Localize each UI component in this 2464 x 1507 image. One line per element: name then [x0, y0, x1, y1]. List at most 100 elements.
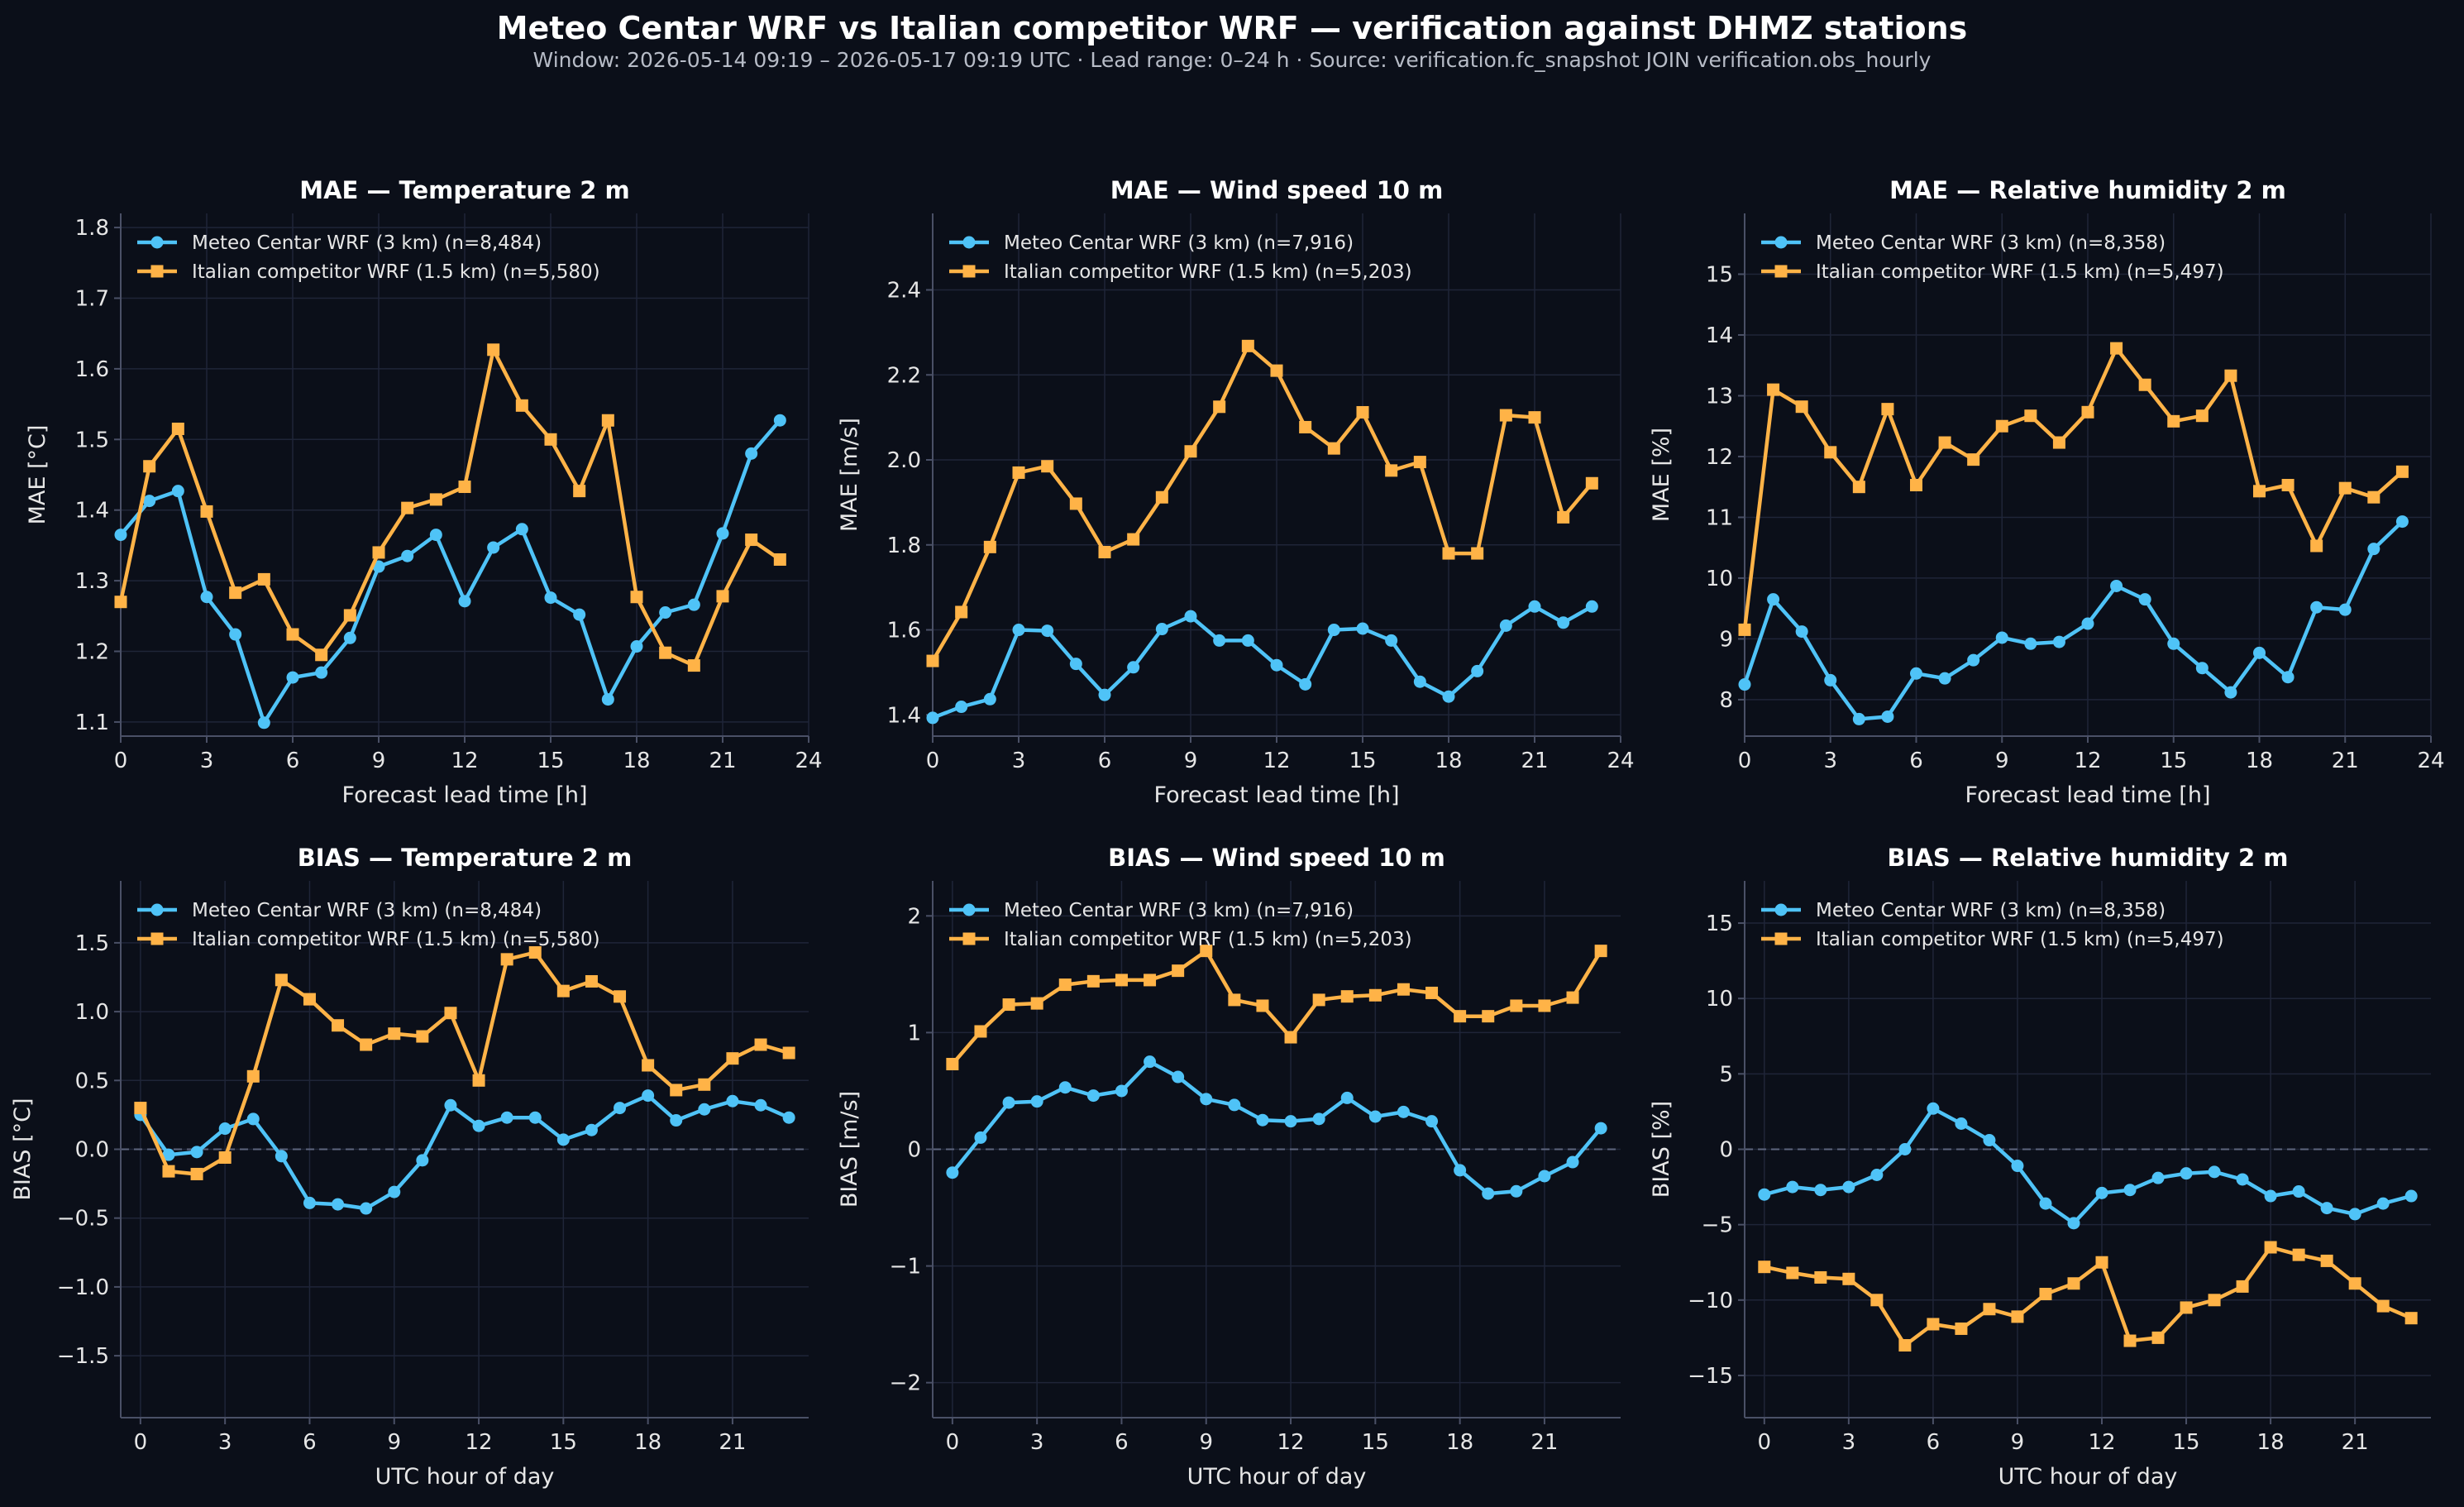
legend: Meteo Centar WRF (3 km) (n=7,916) Italian… — [949, 232, 1412, 283]
data-point — [773, 414, 786, 427]
data-point — [974, 1131, 987, 1144]
data-point — [218, 1122, 232, 1136]
data-point — [1910, 667, 1922, 680]
x-tick-label: 3 — [1823, 749, 1837, 773]
x-tick-label: 15 — [2173, 1430, 2200, 1455]
data-point — [190, 1146, 203, 1159]
data-point — [2224, 686, 2237, 699]
data-point — [614, 990, 627, 1003]
x-tick-label: 21 — [719, 1430, 746, 1455]
data-point — [659, 646, 672, 659]
x-tick-label: 0 — [946, 1430, 960, 1455]
data-point — [1284, 1115, 1297, 1128]
data-point — [332, 1019, 345, 1032]
series-line — [1764, 1245, 2413, 1347]
data-point — [1413, 675, 1426, 688]
x-tick-label: 3 — [1012, 749, 1026, 773]
data-point — [218, 1151, 232, 1164]
data-point — [114, 596, 127, 609]
data-point — [1528, 600, 1541, 613]
data-point — [1510, 1184, 1523, 1198]
data-point — [2208, 1294, 2221, 1307]
data-point — [275, 1150, 288, 1163]
data-point — [642, 1059, 655, 1072]
x-tick-label: 3 — [218, 1430, 232, 1455]
data-point — [1098, 688, 1111, 701]
data-point — [1538, 1170, 1551, 1183]
data-point — [162, 1148, 175, 1161]
data-point — [1213, 400, 1226, 414]
y-tick-label: −1 — [890, 1255, 921, 1280]
data-point — [1938, 436, 1951, 449]
data-point — [2110, 579, 2123, 592]
data-point — [2395, 465, 2409, 478]
data-point — [642, 1089, 655, 1103]
y-tick-label: −1.5 — [57, 1344, 109, 1369]
data-point — [687, 598, 700, 611]
legend: Meteo Centar WRF (3 km) (n=8,358) Italian… — [1761, 900, 2224, 950]
legend-marker — [150, 236, 164, 249]
data-point — [416, 1154, 429, 1167]
data-point — [528, 1111, 542, 1124]
legend: Meteo Centar WRF (3 km) (n=8,484) Italian… — [137, 232, 600, 283]
data-point — [2338, 481, 2352, 495]
data-point — [1557, 616, 1570, 629]
data-point — [698, 1103, 711, 1116]
data-point — [2081, 405, 2094, 419]
data-point — [2024, 409, 2037, 423]
data-point — [1824, 673, 1837, 687]
y-tick-label: 11 — [1706, 505, 1733, 530]
data-point — [2310, 539, 2323, 553]
data-point — [1397, 983, 1410, 996]
data-point — [315, 666, 328, 679]
x-tick-label: 12 — [2088, 1430, 2115, 1455]
data-point — [332, 1198, 345, 1211]
legend-label: Italian competitor WRF (1.5 km) (n=5,497… — [1816, 929, 2224, 950]
data-point — [472, 1119, 485, 1132]
legend-marker — [1774, 903, 1788, 916]
series-line — [118, 347, 781, 667]
series-line — [932, 605, 1593, 720]
data-point — [2224, 369, 2237, 382]
y-tick-label: 1.8 — [75, 216, 109, 241]
x-tick-label: 15 — [1349, 749, 1376, 773]
data-point — [286, 628, 299, 641]
data-point — [782, 1046, 795, 1060]
data-point — [2081, 617, 2094, 630]
data-point — [487, 541, 500, 554]
y-tick-label: −15 — [1688, 1364, 1733, 1389]
data-point — [1270, 364, 1283, 377]
data-point — [1058, 978, 1072, 992]
legend-marker — [150, 265, 164, 278]
data-point — [515, 399, 528, 412]
data-point — [1098, 546, 1111, 559]
data-point — [1983, 1134, 1996, 1147]
data-point — [926, 711, 939, 725]
data-point — [1927, 1318, 1940, 1331]
data-point — [1814, 1270, 1827, 1284]
data-point — [955, 605, 968, 619]
data-point — [444, 1098, 457, 1112]
x-tick-label: 18 — [623, 749, 650, 773]
data-point — [388, 1027, 401, 1041]
panel-title: BIAS — Wind speed 10 m — [1108, 844, 1445, 872]
data-point — [1852, 712, 1865, 725]
data-point — [171, 422, 184, 435]
y-tick-label: 1.7 — [75, 286, 109, 311]
y-tick-label: 0.0 — [75, 1138, 109, 1163]
data-point — [1299, 420, 1312, 433]
x-tick-label: 18 — [2246, 749, 2273, 773]
data-point — [1241, 339, 1254, 352]
data-point — [388, 1185, 401, 1198]
data-point — [1471, 547, 1484, 560]
y-tick-label: 5 — [1719, 1062, 1733, 1087]
data-point — [2180, 1167, 2193, 1180]
y-tick-label: 1.4 — [887, 703, 921, 728]
data-point — [544, 433, 557, 446]
data-point — [2123, 1184, 2137, 1197]
data-point — [955, 701, 968, 714]
x-tick-label: 3 — [1842, 1430, 1856, 1455]
data-point — [1256, 1113, 1269, 1127]
data-point — [2376, 1299, 2390, 1313]
